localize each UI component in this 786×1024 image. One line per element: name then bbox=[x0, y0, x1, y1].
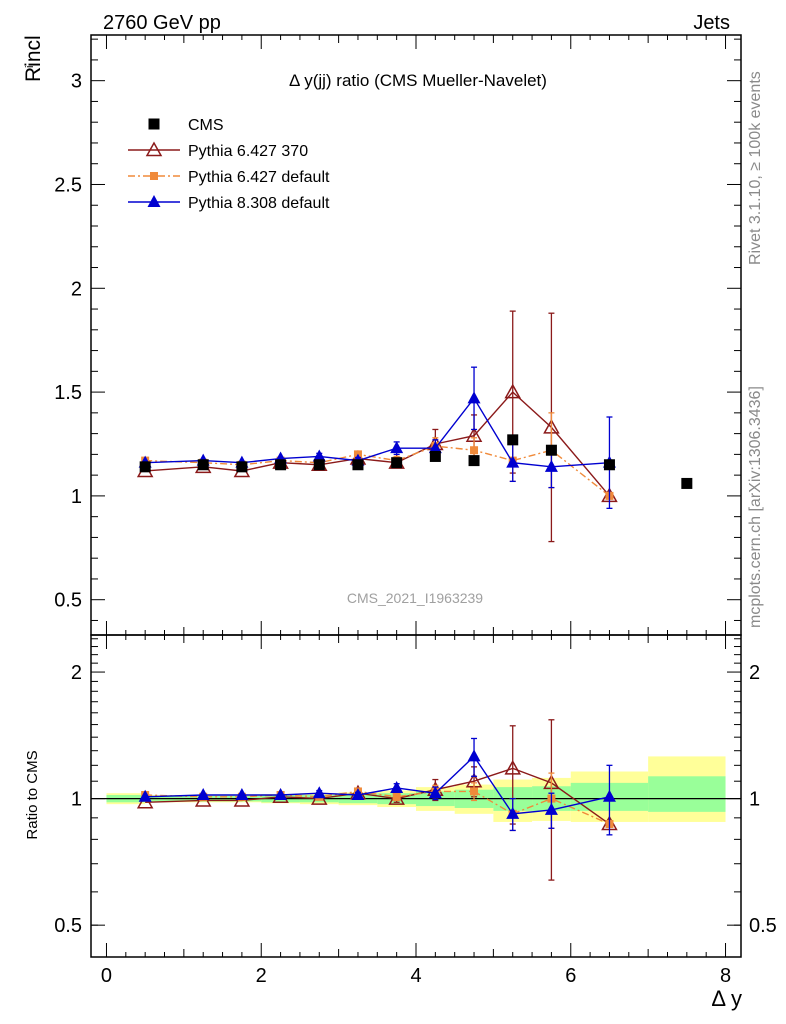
main-point bbox=[504, 383, 522, 399]
ratio-uncertainty-bands bbox=[91, 756, 741, 822]
rivet-version-label: Rivet 3.1.10, ≥ 100k events bbox=[747, 71, 764, 265]
legend-entry-1: Pythia 6.427 370 bbox=[128, 141, 308, 160]
main-ytick-label: 2.5 bbox=[54, 174, 82, 196]
main-point bbox=[468, 455, 480, 467]
main-ytick-label: 0.5 bbox=[54, 590, 82, 612]
ratio-point bbox=[312, 786, 326, 799]
legend-marker bbox=[148, 118, 160, 130]
ratio-ytick-label-right: 2 bbox=[749, 662, 760, 684]
main-point bbox=[507, 434, 519, 446]
main-point bbox=[236, 461, 248, 473]
ratio-point bbox=[138, 789, 152, 802]
x-tick-label: 4 bbox=[410, 965, 421, 987]
legend-marker bbox=[147, 195, 161, 207]
main-point bbox=[313, 459, 325, 471]
main-series-layer bbox=[136, 310, 693, 543]
ratio-ytick-label-right: 1 bbox=[749, 789, 760, 811]
x-tick-label: 8 bbox=[720, 965, 731, 987]
x-tick-label: 0 bbox=[101, 965, 112, 987]
main-point bbox=[275, 459, 287, 471]
main-point bbox=[428, 441, 442, 454]
ratio-ytick-label-right: 0.5 bbox=[749, 915, 777, 937]
ratio-series-line-1 bbox=[145, 767, 610, 825]
legend: CMS Pythia 6.427 370 Pythia 6.427 default P… bbox=[128, 117, 330, 212]
main-ytick-label: 3 bbox=[71, 71, 82, 93]
main-title: Δ y(jj) ratio (CMS Mueller-Navelet) bbox=[289, 71, 547, 90]
main-point bbox=[545, 444, 557, 456]
ratio-point bbox=[390, 780, 404, 793]
ratio-ticks: 0.5 0.5 1 1 2 2 bbox=[54, 635, 777, 957]
main-point bbox=[429, 450, 441, 462]
ratio-point bbox=[196, 787, 210, 800]
ratio-point bbox=[274, 787, 288, 800]
legend-marker bbox=[150, 172, 158, 180]
main-ytick-label: 1 bbox=[71, 486, 82, 508]
main-point bbox=[603, 459, 615, 471]
main-point bbox=[506, 455, 520, 468]
analysis-watermark: CMS_2021_I1963239 bbox=[347, 590, 483, 606]
ratio-ylabel: Ratio to CMS bbox=[24, 750, 41, 839]
main-point bbox=[681, 477, 693, 489]
legend-entry-3: Pythia 8.308 default bbox=[128, 195, 330, 212]
header-right-label: Jets bbox=[693, 12, 730, 34]
main-point bbox=[352, 459, 364, 471]
main-ticks: 0.5 1 1.5 2 2.5 3 bbox=[54, 35, 741, 635]
ratio-point bbox=[470, 787, 479, 796]
main-ytick-label: 1.5 bbox=[54, 382, 82, 404]
x-tick-label: 6 bbox=[565, 965, 576, 987]
legend-label: Pythia 8.308 default bbox=[188, 195, 330, 212]
main-ytick-label: 2 bbox=[71, 278, 82, 300]
main-point bbox=[139, 461, 151, 473]
main-point bbox=[312, 449, 326, 462]
main-series-2 bbox=[141, 412, 614, 500]
x-tick-labels: 0 2 4 6 8 bbox=[101, 965, 731, 987]
legend-label: CMS bbox=[188, 117, 224, 134]
main-panel: 0.5 1 1.5 2 2.5 3 bbox=[54, 34, 742, 636]
main-ylabel-superscript: i bbox=[24, 66, 36, 68]
ratio-ytick-label: 1 bbox=[71, 789, 82, 811]
ratio-point bbox=[235, 787, 249, 800]
ratio-series-layer bbox=[136, 719, 618, 881]
ratio-panel: 0.5 0.5 1 1 2 2 bbox=[54, 634, 777, 958]
main-point bbox=[390, 441, 404, 454]
ratio-ytick-label: 0.5 bbox=[54, 915, 82, 937]
main-series-line-2 bbox=[145, 445, 610, 497]
ratio-point bbox=[351, 787, 365, 800]
main-ylabel-text: Rincl bbox=[22, 35, 45, 82]
main-series-1 bbox=[136, 310, 618, 543]
main-series-0 bbox=[139, 434, 693, 489]
ratio-band-green-12 bbox=[648, 776, 726, 812]
ratio-point bbox=[504, 759, 522, 775]
ratio-series-line-2 bbox=[145, 790, 610, 825]
ratio-frame bbox=[90, 634, 742, 958]
mcplots-label: mcplots.cern.ch [arXiv:1306.3436] bbox=[747, 386, 764, 628]
legend-entry-2: Pythia 6.427 default bbox=[128, 169, 330, 186]
main-series-3 bbox=[138, 366, 616, 510]
main-series-line-1 bbox=[145, 391, 610, 497]
ratio-ytick-label: 2 bbox=[71, 662, 82, 684]
legend-label: Pythia 6.427 370 bbox=[188, 143, 308, 160]
main-point bbox=[197, 459, 209, 471]
ratio-point bbox=[544, 802, 558, 815]
main-point bbox=[391, 457, 403, 469]
x-axis-label: Δ y bbox=[711, 986, 742, 1011]
main-ylabel: Rincl bbox=[22, 35, 45, 82]
ratio-point bbox=[392, 792, 401, 801]
header-left-label: 2760 GeV pp bbox=[103, 12, 221, 34]
ratio-point bbox=[428, 786, 442, 799]
main-point bbox=[467, 391, 481, 404]
ratio-series-line-3 bbox=[145, 755, 610, 815]
main-point bbox=[544, 459, 558, 472]
ratio-series-3 bbox=[138, 737, 616, 836]
ratio-point bbox=[602, 789, 616, 802]
legend-label: Pythia 6.427 default bbox=[188, 169, 330, 186]
legend-entry-0: CMS bbox=[148, 117, 224, 134]
main-series-line-3 bbox=[145, 397, 610, 468]
legend-marker bbox=[145, 141, 163, 157]
x-tick-label: 2 bbox=[256, 965, 267, 987]
ratio-point bbox=[506, 806, 520, 819]
ratio-point bbox=[467, 749, 481, 762]
main-point bbox=[470, 446, 479, 455]
